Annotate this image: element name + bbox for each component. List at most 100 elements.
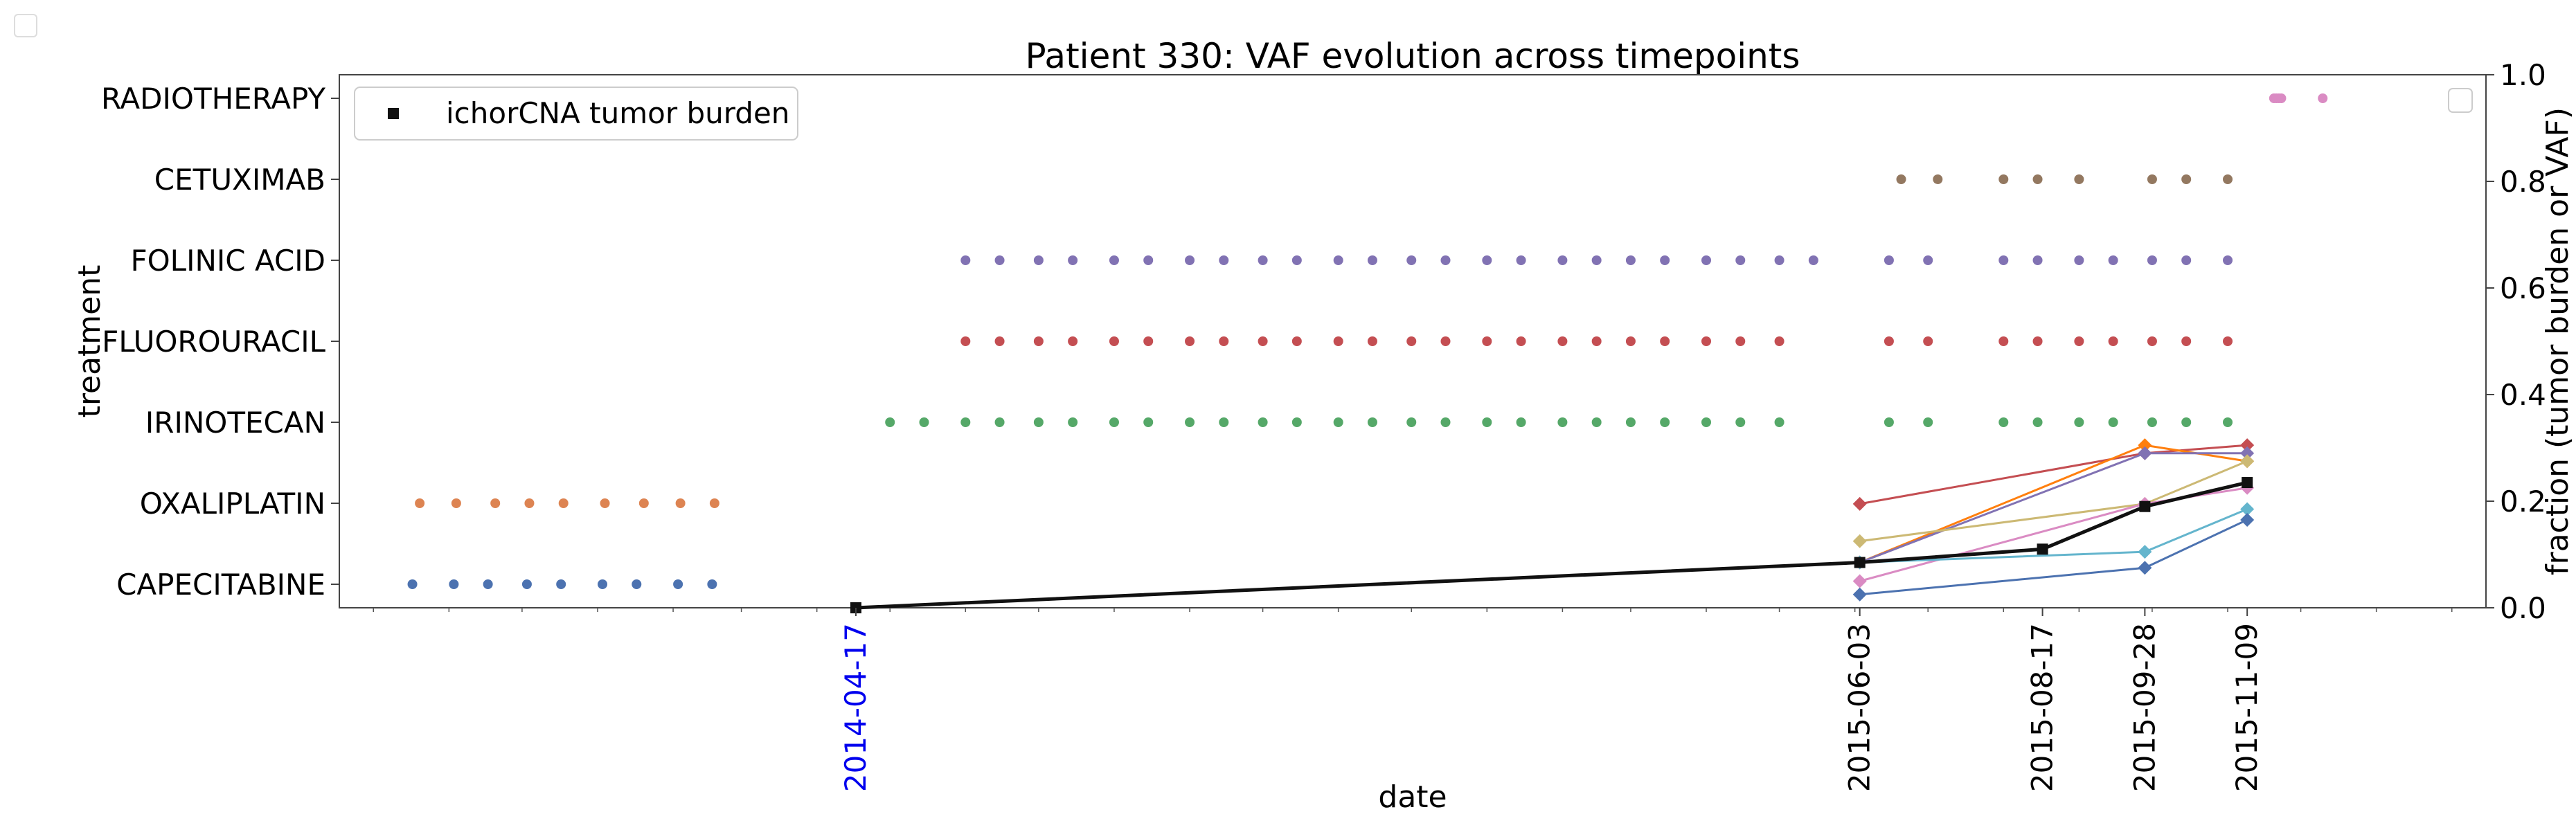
treatment-dot-fluorouracil [2147,336,2157,346]
legend-entry-tumor-burden: ichorCNA tumor burden [446,96,789,130]
treatment-dot-capecitabine [407,579,418,589]
chart-title: Patient 330: VAF evolution across timepo… [1026,36,1800,76]
treatment-dot-oxaliplatin [524,498,535,508]
treatment-dot-cetuximab [1933,174,1943,184]
treatment-dot-capecitabine [449,579,459,589]
treatment-dot-irinotecan [1406,417,1417,427]
treatment-tick-label: OXALIPLATIN [140,487,325,521]
legend-square-marker [388,108,399,119]
vaf-point [2240,512,2255,527]
treatment-dot-fluorouracil [1557,336,1568,346]
treatment-dot-irinotecan [2032,417,2043,427]
treatment-dot-folinic-acid [1367,255,1377,265]
fraction-tick-label: 0.2 [2500,485,2546,518]
treatment-dot-fluorouracil [1660,336,1670,346]
treatment-dot-radiotherapy [2318,93,2328,103]
treatment-dot-irinotecan [2181,417,2192,427]
treatment-dot-irinotecan [2147,417,2157,427]
treatment-dot-fluorouracil [1591,336,1602,346]
treatment-dot-oxaliplatin [600,498,610,508]
treatment-tick-label: CETUXIMAB [154,163,325,197]
treatment-dot-irinotecan [1516,417,1526,427]
treatment-dot-folinic-acid [2074,255,2084,265]
treatment-dot-capecitabine [598,579,608,589]
treatment-dot-irinotecan [1701,417,1712,427]
date-tick-label: 2015-09-28 [2127,623,2161,792]
fraction-tick-label: 0.4 [2500,378,2546,412]
treatment-dot-capecitabine [673,579,683,589]
treatment-dot-capecitabine [521,579,532,589]
tumor-burden-point [2037,543,2048,555]
treatment-dot-irinotecan [1185,417,1195,427]
figure-checkbox[interactable] [14,14,37,37]
treatment-tick-label: IRINOTECAN [145,406,325,440]
treatment-dot-fluorouracil [1406,336,1417,346]
y-axis-right-label: fraction (tumor burden or VAF) [2540,107,2575,575]
y-axis-left-label: treatment [72,265,107,418]
treatment-dot-folinic-acid [1808,255,1818,265]
vaf-point [2138,438,2152,453]
treatment-dot-fluorouracil [2108,336,2118,346]
treatment-dot-cetuximab [2074,174,2084,184]
treatment-dot-oxaliplatin [490,498,501,508]
treatment-dot-irinotecan [919,417,929,427]
treatment-dot-fluorouracil [1291,336,1302,346]
treatment-dot-cetuximab [1896,174,1906,184]
treatment-dot-folinic-acid [2147,255,2157,265]
treatment-dot-irinotecan [1219,417,1229,427]
treatment-dot-folinic-acid [1068,255,1078,265]
treatment-dot-cetuximab [2223,174,2233,184]
treatment-dot-irinotecan [1109,417,1119,427]
treatment-dot-irinotecan [1923,417,1933,427]
vaf-point [2240,438,2255,453]
treatment-dot-irinotecan [1884,417,1894,427]
treatment-dot-irinotecan [1258,417,1268,427]
treatment-axis: CAPECITABINE OXALIPLATIN IRINOTECAN FLUOROU… [101,82,339,602]
treatment-dot-folinic-acid [1440,255,1451,265]
treatment-dot-fluorouracil [1143,336,1154,346]
treatment-dot-folinic-acid [1291,255,1302,265]
treatment-dot-folinic-acid [2181,255,2192,265]
treatment-dot-cetuximab [2181,174,2192,184]
treatment-dot-folinic-acid [1258,255,1268,265]
treatment-dot-irinotecan [1557,417,1568,427]
treatment-dot-irinotecan [1591,417,1602,427]
tumor-burden-point [2139,500,2151,512]
treatment-dot-fluorouracil [1033,336,1044,346]
treatment-dot-irinotecan [994,417,1005,427]
treatment-dot-irinotecan [1068,417,1078,427]
treatment-dot-folinic-acid [1033,255,1044,265]
treatment-dot-oxaliplatin [451,498,461,508]
treatment-dot-oxaliplatin [709,498,719,508]
treatment-dot-folinic-acid [1701,255,1712,265]
treatment-dot-fluorouracil [1482,336,1492,346]
treatment-dot-irinotecan [1143,417,1154,427]
treatment-dot-fluorouracil [1068,336,1078,346]
treatment-dot-fluorouracil [1625,336,1636,346]
treatment-dot-fluorouracil [1333,336,1343,346]
treatment-dot-irinotecan [2074,417,2084,427]
treatment-dot-folinic-acid [1923,255,1933,265]
treatment-dot-irinotecan [1367,417,1377,427]
treatment-dot-folinic-acid [1774,255,1785,265]
vaf-point [2240,502,2255,516]
treatment-dot-capecitabine [632,579,642,589]
treatment-dot-fluorouracil [1774,336,1785,346]
treatment-dot-fluorouracil [994,336,1005,346]
treatment-dot-fluorouracil [1219,336,1229,346]
treatment-dot-fluorouracil [2181,336,2192,346]
treatment-dot-folinic-acid [2223,255,2233,265]
fraction-tick-label: 0.8 [2500,165,2546,199]
treatment-dot-irinotecan [960,417,971,427]
treatment-dot-folinic-acid [1625,255,1636,265]
treatment-dot-fluorouracil [1258,336,1268,346]
treatment-dot-irinotecan [1660,417,1670,427]
treatment-dot-cetuximab [2147,174,2157,184]
treatment-dot-folinic-acid [1109,255,1119,265]
vaf-line [1859,508,2248,564]
fraction-tick-label: 1.0 [2500,58,2546,92]
treatment-dot-folinic-acid [1143,255,1154,265]
treatment-dot-fluorouracil [1440,336,1451,346]
treatment-dot-folinic-acid [1185,255,1195,265]
